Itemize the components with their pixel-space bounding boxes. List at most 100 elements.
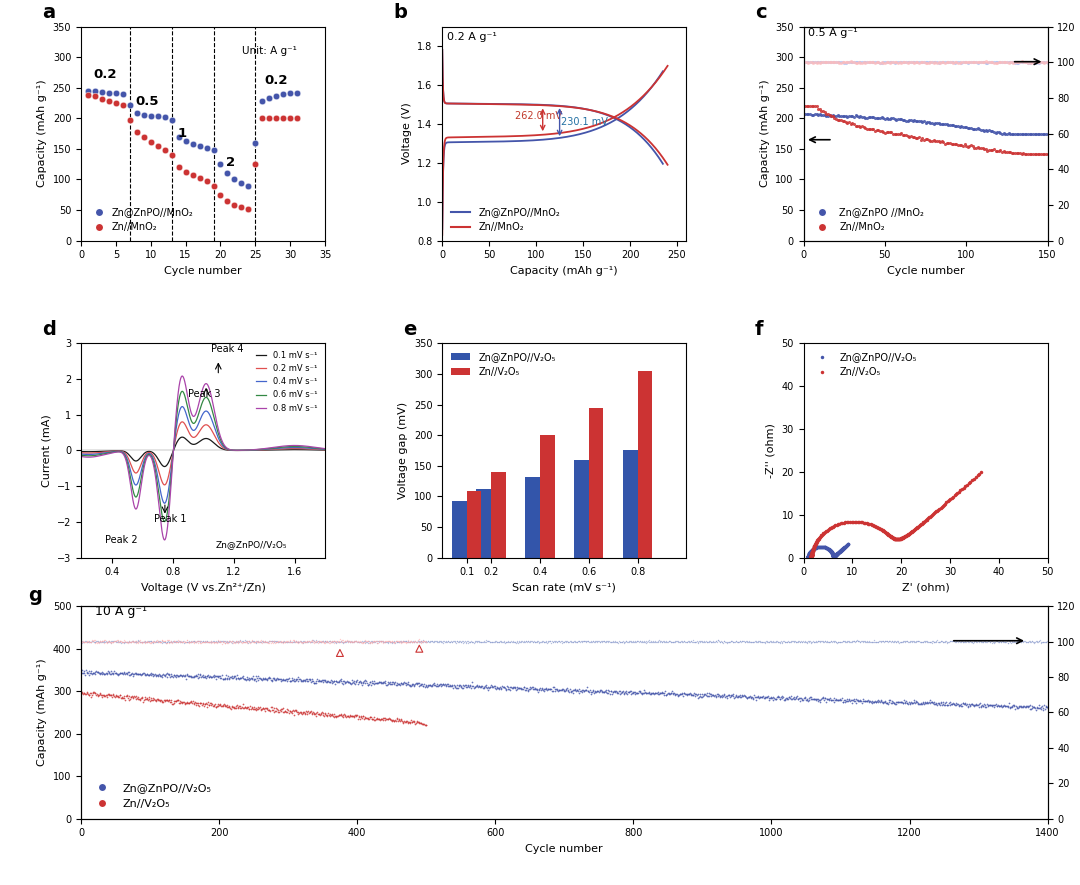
Point — [976, 634, 994, 648]
Point — [935, 697, 953, 712]
Point — [276, 635, 294, 649]
Point — [240, 635, 257, 649]
Point — [260, 704, 278, 718]
Point — [522, 680, 539, 694]
Point — [178, 633, 195, 647]
0.6 mV s⁻¹ — [267, 442, 280, 453]
Point — [1023, 56, 1040, 70]
Point — [582, 634, 599, 648]
Point — [986, 635, 1003, 649]
Point — [948, 697, 966, 712]
Point — [862, 694, 879, 708]
Point — [928, 696, 945, 710]
Point — [298, 634, 315, 648]
Point — [265, 635, 282, 650]
Point — [239, 672, 256, 686]
Point — [839, 634, 856, 648]
Point — [349, 712, 366, 726]
Point — [519, 634, 537, 648]
Point — [220, 635, 238, 649]
Point — [550, 634, 567, 648]
Point — [744, 690, 761, 704]
Point — [712, 689, 729, 703]
Point — [102, 689, 119, 703]
Point — [274, 112, 292, 126]
Point — [673, 635, 690, 649]
Point — [734, 689, 752, 703]
Point — [414, 635, 431, 650]
Point — [660, 634, 677, 648]
Point — [778, 691, 795, 705]
Point — [766, 635, 783, 649]
Point — [702, 635, 719, 649]
Point — [567, 681, 584, 696]
Point — [184, 696, 201, 711]
Point — [225, 669, 242, 683]
Point — [357, 634, 375, 648]
Point — [453, 635, 470, 649]
Point — [894, 696, 912, 711]
Bar — [467, 491, 482, 558]
Point — [448, 635, 465, 649]
Point — [369, 676, 387, 690]
Point — [434, 634, 451, 648]
Point — [836, 55, 853, 69]
Point — [95, 635, 112, 650]
Point — [597, 685, 615, 699]
Point — [338, 634, 355, 648]
Point — [364, 635, 381, 649]
Point — [1032, 635, 1050, 650]
Point — [366, 635, 383, 649]
Point — [152, 694, 170, 708]
Point — [893, 695, 910, 709]
Point — [418, 635, 435, 650]
Point — [400, 635, 417, 650]
Point — [831, 55, 848, 69]
Point — [993, 698, 1010, 712]
Point — [1026, 55, 1043, 69]
Point — [123, 635, 140, 649]
Point — [227, 635, 244, 650]
Point — [801, 99, 819, 113]
Point — [929, 116, 946, 130]
Point — [147, 635, 164, 649]
Point — [848, 696, 865, 711]
Point — [369, 636, 387, 650]
Point — [407, 635, 424, 649]
Point — [927, 55, 944, 69]
Point — [764, 635, 781, 649]
Point — [104, 635, 121, 649]
Point — [798, 635, 815, 649]
Point — [996, 635, 1013, 649]
Point — [198, 635, 215, 649]
Point — [161, 635, 178, 650]
Point — [319, 635, 336, 649]
Point — [125, 635, 143, 650]
Point — [735, 635, 753, 649]
Point — [787, 690, 805, 704]
Point — [927, 635, 944, 649]
Point — [1018, 699, 1036, 713]
Point — [400, 675, 417, 689]
Point — [915, 635, 932, 650]
Point — [836, 694, 853, 708]
Point — [490, 635, 508, 649]
Point — [381, 677, 399, 691]
Point — [492, 681, 510, 695]
Point — [475, 681, 492, 696]
Point — [1003, 634, 1021, 648]
Point — [153, 634, 171, 648]
Point — [435, 678, 453, 692]
Point — [157, 634, 174, 648]
Point — [351, 635, 368, 650]
Point — [401, 678, 418, 692]
Point — [588, 685, 605, 699]
Point — [615, 634, 632, 648]
Point — [519, 634, 537, 648]
Point — [156, 693, 173, 707]
Point — [282, 112, 299, 126]
Point — [332, 674, 349, 689]
Point — [259, 635, 276, 649]
Point — [805, 99, 822, 113]
Point — [200, 698, 217, 712]
